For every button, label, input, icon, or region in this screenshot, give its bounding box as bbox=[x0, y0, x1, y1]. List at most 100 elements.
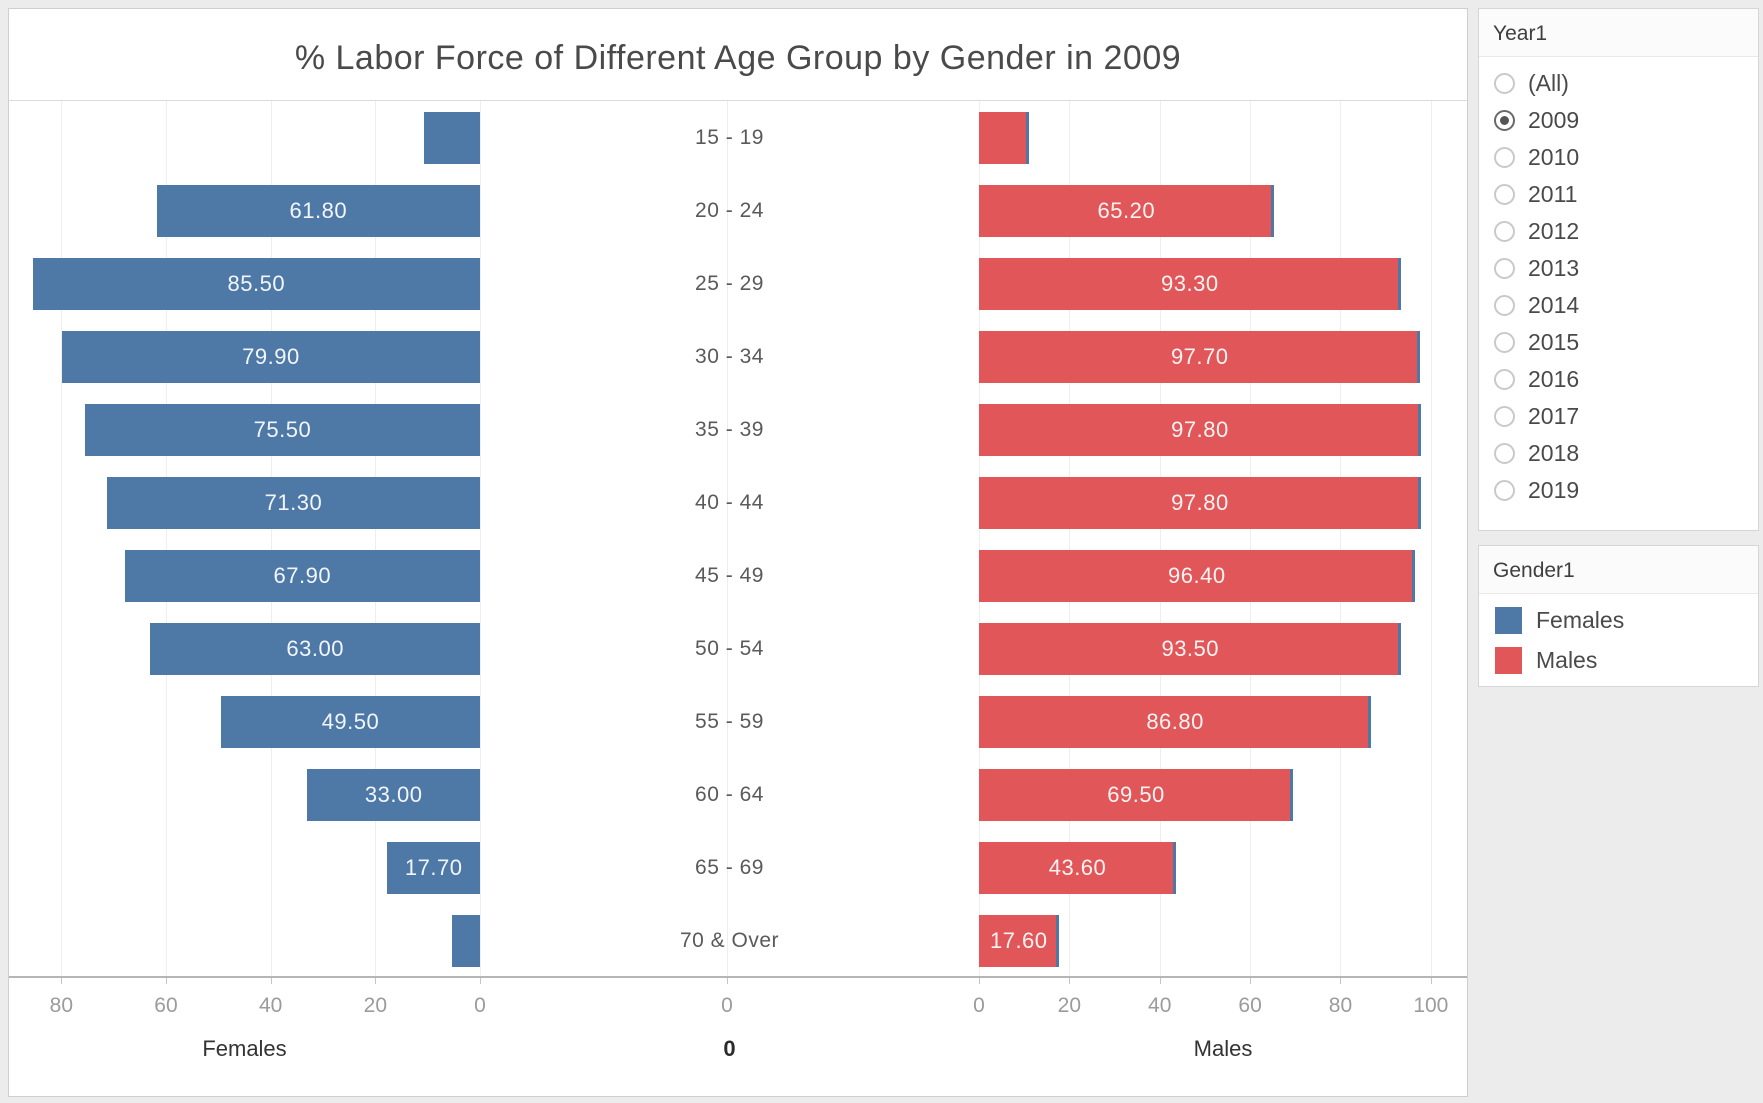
bar-value-males-45-49: 96.40 bbox=[1168, 562, 1226, 588]
radio-icon-2014 bbox=[1494, 295, 1515, 316]
bar-value-females-60-64: 33.00 bbox=[364, 781, 423, 807]
bar-males-55-59[interactable]: 86.80 bbox=[979, 695, 1372, 748]
chart-title: % Labor Force of Different Age Group by … bbox=[294, 39, 1182, 77]
bar-females-35-39[interactable]: 75.50 bbox=[84, 403, 480, 456]
age-row-50-54: 50 - 54 bbox=[480, 612, 979, 685]
bar-males-20-24[interactable]: 65.20 bbox=[979, 184, 1274, 237]
bar-males-70-over[interactable]: 17.60 bbox=[979, 914, 1059, 967]
year-option-2019[interactable]: 2019 bbox=[1479, 472, 1758, 509]
tick-label-females-0: 0 bbox=[474, 994, 486, 1017]
legend-swatch-females bbox=[1495, 606, 1522, 634]
bar-males-25-29[interactable]: 93.30 bbox=[979, 257, 1401, 310]
tick-mark-females-80 bbox=[61, 978, 63, 984]
age-label-45-49: 45 - 49 bbox=[695, 563, 764, 587]
gridline-males-20 bbox=[1069, 101, 1071, 976]
year-option-all[interactable]: (All) bbox=[1479, 65, 1758, 102]
bar-value-males-40-44: 97.80 bbox=[1171, 489, 1229, 515]
radio-icon-2015 bbox=[1494, 332, 1515, 353]
age-row-30-34: 30 - 34 bbox=[480, 320, 979, 393]
year-option-2010[interactable]: 2010 bbox=[1479, 139, 1758, 176]
males-row-30-34: 97.70 bbox=[979, 320, 1467, 393]
bar-females-15-19[interactable] bbox=[424, 111, 480, 164]
year-option-label-2009: 2009 bbox=[1528, 107, 1580, 133]
year-option-2013[interactable]: 2013 bbox=[1479, 250, 1758, 287]
age-row-70-over: 70 & Over bbox=[480, 904, 979, 977]
year-option-2011[interactable]: 2011 bbox=[1479, 176, 1758, 213]
tick-mark-males-0 bbox=[979, 978, 980, 984]
tick-mark-center-0 bbox=[727, 978, 728, 984]
males-axis: Males 0 20 40 60 80 100 bbox=[973, 978, 1467, 1095]
bar-females-50-54[interactable]: 63.00 bbox=[150, 622, 480, 675]
bar-males-40-44[interactable]: 97.80 bbox=[979, 476, 1421, 529]
bar-males-30-34[interactable]: 97.70 bbox=[979, 330, 1421, 383]
females-row-15-19 bbox=[9, 101, 480, 174]
females-row-25-29: 85.50 bbox=[9, 247, 480, 320]
year-option-2014[interactable]: 2014 bbox=[1479, 287, 1758, 324]
tick-label-males-60: 60 bbox=[1238, 994, 1262, 1017]
x-axis: Females 80 60 40 20 0 0 0 Males 0 20 40 60 80 100 bbox=[9, 976, 1467, 1095]
year-option-2012[interactable]: 2012 bbox=[1479, 213, 1758, 250]
gridline-males-0 bbox=[979, 101, 980, 976]
year-option-2017[interactable]: 2017 bbox=[1479, 398, 1758, 435]
radio-icon-2009 bbox=[1494, 110, 1515, 131]
tick-label-males-0: 0 bbox=[973, 994, 985, 1017]
tick-label-females-20: 20 bbox=[363, 994, 388, 1017]
year-option-2015[interactable]: 2015 bbox=[1479, 324, 1758, 361]
bar-females-55-59[interactable]: 49.50 bbox=[220, 695, 480, 748]
age-row-45-49: 45 - 49 bbox=[480, 539, 979, 612]
year-option-2009[interactable]: 2009 bbox=[1479, 102, 1758, 139]
age-label-70-over: 70 & Over bbox=[679, 928, 780, 952]
age-label-55-59: 55 - 59 bbox=[695, 709, 764, 733]
radio-icon-2013 bbox=[1494, 258, 1515, 279]
tick-mark-males-100 bbox=[1430, 978, 1432, 984]
females-row-20-24: 61.80 bbox=[9, 174, 480, 247]
females-row-30-34: 79.90 bbox=[9, 320, 480, 393]
bar-females-70-over[interactable] bbox=[451, 914, 480, 967]
bar-males-45-49[interactable]: 96.40 bbox=[979, 549, 1415, 602]
females-axis: Females 80 60 40 20 0 bbox=[9, 978, 486, 1095]
year-option-label-2016: 2016 bbox=[1528, 366, 1580, 392]
legend-swatch-males bbox=[1495, 646, 1522, 674]
bar-females-25-29[interactable]: 85.50 bbox=[32, 257, 480, 310]
bar-females-30-34[interactable]: 79.90 bbox=[61, 330, 480, 383]
year-option-label-2012: 2012 bbox=[1528, 218, 1580, 244]
bar-value-females-30-34: 79.90 bbox=[242, 343, 300, 369]
age-label-65-69: 65 - 69 bbox=[695, 855, 764, 879]
age-label-20-24: 20 - 24 bbox=[695, 198, 764, 222]
gender-legend-panel: Gender1 Females Males bbox=[1478, 545, 1759, 687]
year-option-label-2019: 2019 bbox=[1528, 477, 1580, 503]
bar-males-60-64[interactable]: 69.50 bbox=[979, 768, 1294, 821]
radio-icon-2010 bbox=[1494, 147, 1515, 168]
bar-females-20-24[interactable]: 61.80 bbox=[156, 184, 480, 237]
year-filter-panel: Year1 (All) 2009 2010 2011 2012 2013 2014 2015 2… bbox=[1478, 8, 1759, 531]
year-option-2016[interactable]: 2016 bbox=[1479, 361, 1758, 398]
males-row-60-64: 69.50 bbox=[979, 758, 1467, 831]
bar-females-65-69[interactable]: 17.70 bbox=[387, 841, 480, 894]
radio-icon-2012 bbox=[1494, 221, 1515, 242]
radio-icon-all bbox=[1494, 73, 1515, 94]
gridline-females-60 bbox=[165, 101, 167, 976]
bar-females-45-49[interactable]: 67.90 bbox=[124, 549, 480, 602]
bar-males-65-69[interactable]: 43.60 bbox=[979, 841, 1176, 894]
bar-value-females-25-29: 85.50 bbox=[227, 270, 286, 296]
legend-item-females[interactable]: Females bbox=[1479, 600, 1758, 640]
age-label-50-54: 50 - 54 bbox=[695, 636, 764, 660]
year-option-2018[interactable]: 2018 bbox=[1479, 435, 1758, 472]
bar-males-35-39[interactable]: 97.80 bbox=[979, 403, 1421, 456]
males-row-20-24: 65.20 bbox=[979, 174, 1467, 247]
bar-females-60-64[interactable]: 33.00 bbox=[307, 768, 480, 821]
bar-value-males-35-39: 97.80 bbox=[1171, 416, 1229, 442]
tick-label-males-80: 80 bbox=[1328, 994, 1353, 1017]
bar-males-50-54[interactable]: 93.50 bbox=[979, 622, 1402, 675]
chart-card: % Labor Force of Different Age Group by … bbox=[8, 8, 1468, 1097]
females-row-35-39: 75.50 bbox=[9, 393, 480, 466]
tick-label-males-100: 100 bbox=[1413, 994, 1449, 1017]
bar-value-females-45-49: 67.90 bbox=[273, 562, 332, 588]
bar-females-40-44[interactable]: 71.30 bbox=[106, 476, 480, 529]
tick-label-females-60: 60 bbox=[154, 994, 178, 1017]
legend-item-males[interactable]: Males bbox=[1479, 640, 1758, 680]
bar-value-males-50-54: 93.50 bbox=[1161, 635, 1220, 661]
age-labels-column: 15 - 19 20 - 24 25 - 29 30 - 34 35 - 39 40 - … bbox=[480, 101, 979, 976]
year-option-label-all: (All) bbox=[1528, 70, 1569, 96]
bar-males-15-19[interactable] bbox=[979, 111, 1030, 164]
